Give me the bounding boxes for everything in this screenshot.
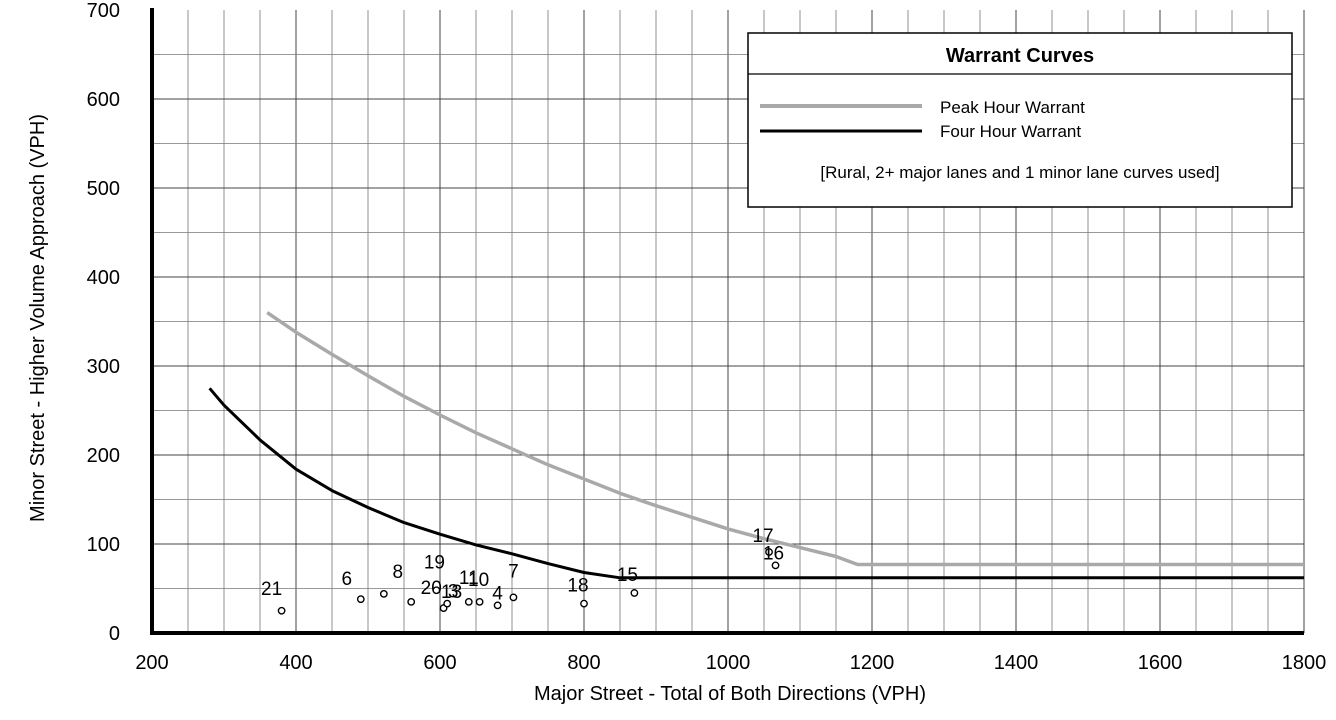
data-point-label: 8 <box>393 562 404 583</box>
x-tick-label: 1600 <box>1138 652 1183 674</box>
data-point-label: 21 <box>261 579 282 600</box>
axes-layer <box>150 8 1304 635</box>
data-point <box>509 593 518 602</box>
x-tick-label: 200 <box>135 652 168 674</box>
x-tick-label: 800 <box>567 652 600 674</box>
series-line-four-hour <box>208 387 1304 580</box>
data-point <box>475 597 484 606</box>
data-point-label: 3 <box>448 582 459 603</box>
data-point-label: 6 <box>342 569 353 590</box>
data-point-label: 7 <box>508 561 519 582</box>
data-point <box>407 597 416 606</box>
data-point <box>432 586 441 595</box>
data-point-label: 15 <box>617 565 638 586</box>
data-point-label: 4 <box>492 583 503 604</box>
y-tick-label: 500 <box>87 178 120 200</box>
x-tick-label: 400 <box>279 652 312 674</box>
data-point <box>771 561 780 570</box>
x-tick-label: 1000 <box>706 652 751 674</box>
x-tick-label: 1800 <box>1282 652 1327 674</box>
data-point <box>379 589 388 598</box>
tick-labels: 200 400 600 800 1000 1200 1400 1600 1800 0 100 200 3… <box>87 0 1327 674</box>
data-point <box>464 597 473 606</box>
y-tick-label: 400 <box>87 267 120 289</box>
y-tick-label: 300 <box>87 356 120 378</box>
y-tick-label: 100 <box>87 534 120 556</box>
x-tick-label: 600 <box>423 652 456 674</box>
legend-note: [Rural, 2+ major lanes and 1 minor lane … <box>820 163 1219 182</box>
x-tick-label: 1400 <box>994 652 1039 674</box>
legend-title: Warrant Curves <box>946 45 1094 67</box>
x-axis-label: Major Street - Total of Both Directions … <box>534 683 926 705</box>
data-point-label: 17 <box>752 526 773 547</box>
legend-label-four-hour: Four Hour Warrant <box>940 122 1081 141</box>
data-point <box>277 606 286 615</box>
series-layer <box>208 311 1304 580</box>
data-point-label: 10 <box>468 570 489 591</box>
y-tick-label: 200 <box>87 445 120 467</box>
data-point-label: 16 <box>763 543 784 564</box>
data-point-label: 11 <box>459 568 479 589</box>
x-tick-label: 1200 <box>850 652 895 674</box>
y-axis-label: Minor Street - Higher Volume Approach (V… <box>27 114 49 522</box>
data-point <box>765 548 773 556</box>
data-point <box>443 599 452 608</box>
data-point <box>356 595 365 604</box>
data-point <box>580 599 588 608</box>
data-point <box>493 601 502 610</box>
y-tick-label: 0 <box>109 623 120 645</box>
series-line-peak-hour <box>266 311 1304 567</box>
legend-label-peak-hour: Peak Hour Warrant <box>940 98 1085 117</box>
y-tick-label: 600 <box>87 89 120 111</box>
data-point <box>630 589 639 597</box>
y-tick-label: 700 <box>87 0 120 22</box>
data-point-label: 19 <box>424 552 445 573</box>
data-point-label: 13 <box>441 582 462 603</box>
data-point-label: 18 <box>567 576 588 597</box>
legend-box: Warrant Curves Peak Hour Warrant Four Ho… <box>747 32 1293 208</box>
